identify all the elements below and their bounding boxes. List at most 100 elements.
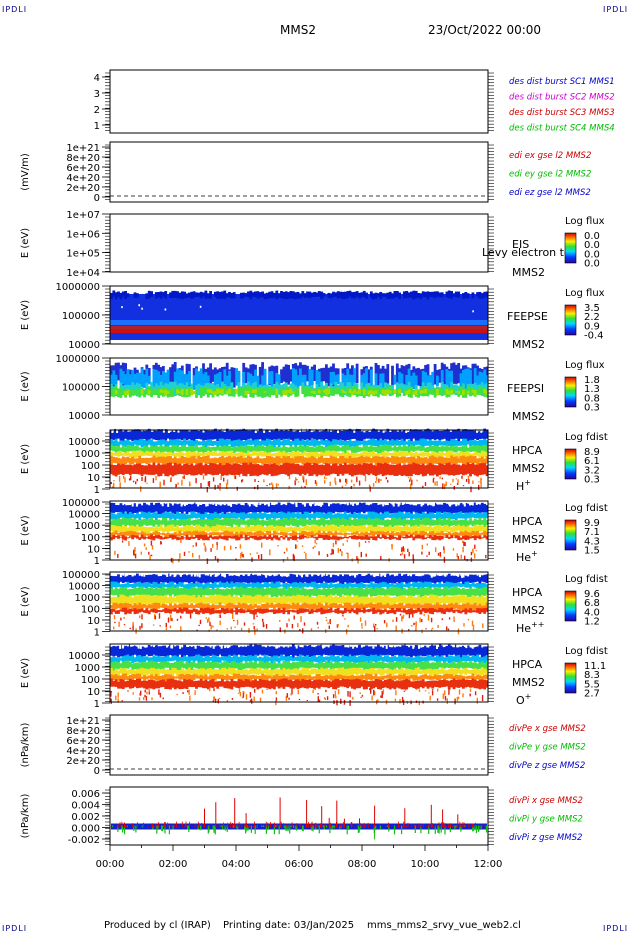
spectro-dot bbox=[453, 573, 456, 576]
spectro-cell bbox=[296, 387, 300, 397]
spectro-cell bbox=[258, 387, 262, 397]
spectro-cell bbox=[358, 292, 361, 299]
spectro-dot bbox=[295, 544, 297, 549]
spectro-cell bbox=[355, 519, 359, 527]
spectro-cell bbox=[228, 463, 231, 475]
spectro-cell bbox=[147, 375, 151, 385]
spectro-cell bbox=[289, 573, 293, 584]
spectro-cell bbox=[209, 584, 212, 588]
spectro-cell bbox=[133, 657, 137, 662]
y-tick-label: 10 bbox=[87, 544, 100, 555]
spectro-cell bbox=[459, 519, 463, 527]
spectro-cell bbox=[268, 609, 272, 612]
spectro-cell bbox=[400, 531, 404, 537]
spectro-cell bbox=[374, 363, 378, 382]
spectro-cell bbox=[417, 582, 420, 590]
spectro-cell bbox=[315, 588, 319, 597]
spectro-cell bbox=[124, 291, 127, 300]
spectro-cell bbox=[466, 525, 470, 532]
spectro-cell bbox=[202, 292, 205, 297]
spectro-cell bbox=[407, 608, 411, 614]
spectro-cell bbox=[291, 463, 295, 474]
spectro-dot bbox=[361, 623, 363, 627]
spectro-cell bbox=[360, 610, 364, 612]
spectro-cell bbox=[410, 608, 413, 615]
spectro-cell bbox=[332, 517, 335, 525]
spectro-cell bbox=[325, 596, 328, 605]
spectro-cell bbox=[360, 452, 364, 458]
spectro-cell bbox=[471, 604, 475, 611]
spectro-cell bbox=[239, 512, 243, 520]
spectro-dot bbox=[341, 485, 344, 488]
spectro-cell bbox=[483, 451, 487, 458]
spectro-cell bbox=[334, 536, 338, 540]
spectro-cell bbox=[462, 525, 465, 534]
spectro-cell bbox=[381, 513, 385, 521]
spectro-cell bbox=[320, 532, 324, 535]
spectro-dot bbox=[152, 624, 155, 626]
spectro-cell bbox=[180, 603, 184, 610]
spectro-cell bbox=[485, 512, 489, 519]
spectro-cell bbox=[128, 656, 132, 662]
spectro-cell bbox=[128, 575, 132, 583]
spectro-cell bbox=[223, 464, 227, 476]
spectro-cell bbox=[450, 381, 453, 392]
header-spacecraft: MMS2 bbox=[280, 23, 316, 37]
spectro-cell bbox=[230, 293, 234, 299]
spectro-cell bbox=[395, 597, 399, 603]
spectro-cell bbox=[294, 446, 298, 453]
spectro-cell bbox=[213, 604, 217, 610]
spectro-cell bbox=[410, 464, 413, 477]
spectro-cell bbox=[322, 526, 326, 531]
spectro-cell bbox=[308, 446, 312, 453]
spectro-cell bbox=[202, 465, 205, 474]
spectro-cell bbox=[126, 451, 130, 456]
spectro-dot bbox=[152, 478, 155, 483]
spectro-cell bbox=[438, 446, 442, 452]
spectro-cell bbox=[367, 532, 371, 536]
spectro-cell bbox=[410, 604, 413, 610]
spectro-cell bbox=[239, 646, 243, 656]
spectro-cell bbox=[110, 383, 113, 393]
spectro-cell bbox=[230, 464, 234, 475]
spectro-cell bbox=[147, 519, 151, 526]
spectro-cell bbox=[173, 381, 177, 397]
spectro-cell bbox=[466, 581, 470, 588]
spectro-dot bbox=[153, 428, 155, 430]
spectro-cell bbox=[251, 535, 255, 539]
spectro-cell bbox=[136, 505, 139, 513]
spectro-dot bbox=[378, 478, 380, 483]
spectro-dot bbox=[139, 625, 141, 630]
spectro-cell bbox=[343, 607, 347, 613]
spectro-cell bbox=[289, 533, 293, 537]
spectro-cell bbox=[150, 527, 153, 531]
spectro-cell bbox=[332, 503, 335, 514]
spectro-cell bbox=[249, 610, 253, 614]
spectro-cell bbox=[185, 374, 189, 387]
spectro-cell bbox=[466, 609, 470, 613]
spectro-cell bbox=[270, 646, 274, 657]
spectro-cell bbox=[138, 595, 142, 605]
spectro-cell bbox=[263, 505, 267, 512]
spectro-cell bbox=[485, 532, 489, 536]
spectro-cell bbox=[247, 291, 250, 298]
spectro-cell bbox=[230, 608, 234, 614]
spectro-cell bbox=[166, 608, 170, 613]
spectro-cell bbox=[341, 588, 345, 595]
spectro-dot bbox=[301, 573, 303, 578]
spectro-cell bbox=[223, 439, 227, 447]
spectro-cell bbox=[235, 582, 238, 587]
spectro-cell bbox=[320, 291, 324, 299]
spectro-cell bbox=[483, 512, 487, 518]
spectro-dot bbox=[216, 629, 218, 632]
spectro-cell bbox=[452, 446, 456, 453]
spectro-cell bbox=[136, 293, 139, 298]
spectro-dot bbox=[144, 478, 146, 483]
spectro-cell bbox=[114, 602, 118, 610]
spectro-dot bbox=[179, 428, 182, 431]
spectro-cell bbox=[199, 446, 203, 452]
spectro-cell bbox=[140, 586, 144, 596]
spectro-cell bbox=[138, 455, 142, 465]
spectro-cell bbox=[320, 607, 324, 615]
spectro-cell bbox=[313, 439, 316, 447]
